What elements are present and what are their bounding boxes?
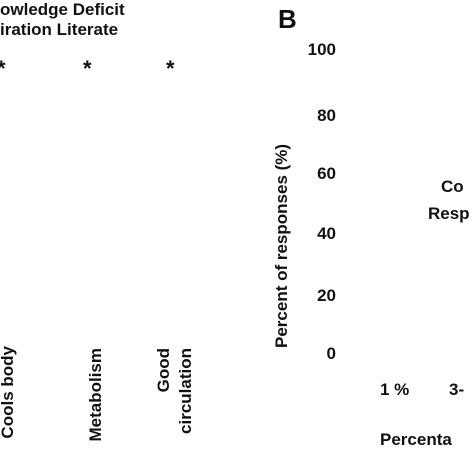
- y-tick-label: 0: [326, 344, 336, 363]
- y-tick-label: 60: [317, 164, 336, 183]
- inner-label-line-1: Co: [441, 177, 464, 196]
- x-tick-label: circulation: [176, 348, 195, 434]
- legend-label-hydration-literate: iration Literate: [0, 20, 119, 39]
- y-tick-label: 40: [317, 224, 336, 243]
- x-tick-label: 3-: [449, 380, 465, 399]
- x-tick-label: Cools body: [0, 346, 17, 439]
- significance-marker: *: [166, 56, 175, 81]
- y-tick-label: 80: [317, 106, 336, 125]
- y-axis-label: Percent of responses (%): [272, 143, 291, 348]
- x-tick-label: 1 %: [380, 380, 410, 399]
- legend-label-knowledge-deficit: owledge Deficit: [0, 0, 125, 19]
- x-axis-label: Percenta: [380, 430, 452, 449]
- significance-marker: *: [0, 58, 6, 80]
- inner-label-line-2: Resp: [428, 204, 470, 223]
- significance-marker: *: [83, 56, 92, 81]
- y-tick-label: 20: [317, 286, 336, 305]
- x-tick-label: Good: [154, 348, 173, 393]
- y-tick-label: 100: [307, 40, 336, 59]
- x-tick-label: Metabolism: [86, 348, 105, 442]
- panel-letter: B: [278, 4, 297, 34]
